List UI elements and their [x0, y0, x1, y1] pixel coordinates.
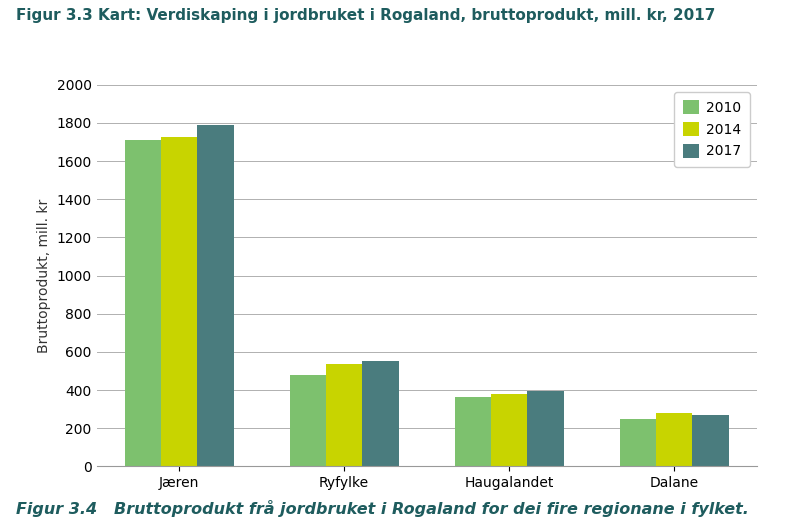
Y-axis label: Bruttoprodukt, mill. kr: Bruttoprodukt, mill. kr — [37, 198, 51, 353]
Bar — [455, 397, 491, 466]
Bar — [161, 137, 197, 466]
Bar — [290, 375, 326, 466]
Bar — [125, 140, 161, 466]
Text: Figur 3.3 Kart: Verdiskaping i jordbruket i Rogaland, bruttoprodukt, mill. kr, 2: Figur 3.3 Kart: Verdiskaping i jordbruke… — [16, 8, 716, 23]
Bar — [491, 394, 527, 466]
Bar — [326, 364, 362, 466]
Bar — [656, 413, 692, 466]
Legend: 2010, 2014, 2017: 2010, 2014, 2017 — [675, 92, 749, 167]
Bar — [527, 391, 563, 466]
Text: Figur 3.4   Bruttoprodukt frå jordbruket i Rogaland for dei fire regionane i fyl: Figur 3.4 Bruttoprodukt frå jordbruket i… — [16, 500, 749, 517]
Bar — [197, 125, 233, 466]
Bar — [692, 415, 729, 466]
Bar — [362, 361, 398, 466]
Bar — [620, 419, 656, 466]
